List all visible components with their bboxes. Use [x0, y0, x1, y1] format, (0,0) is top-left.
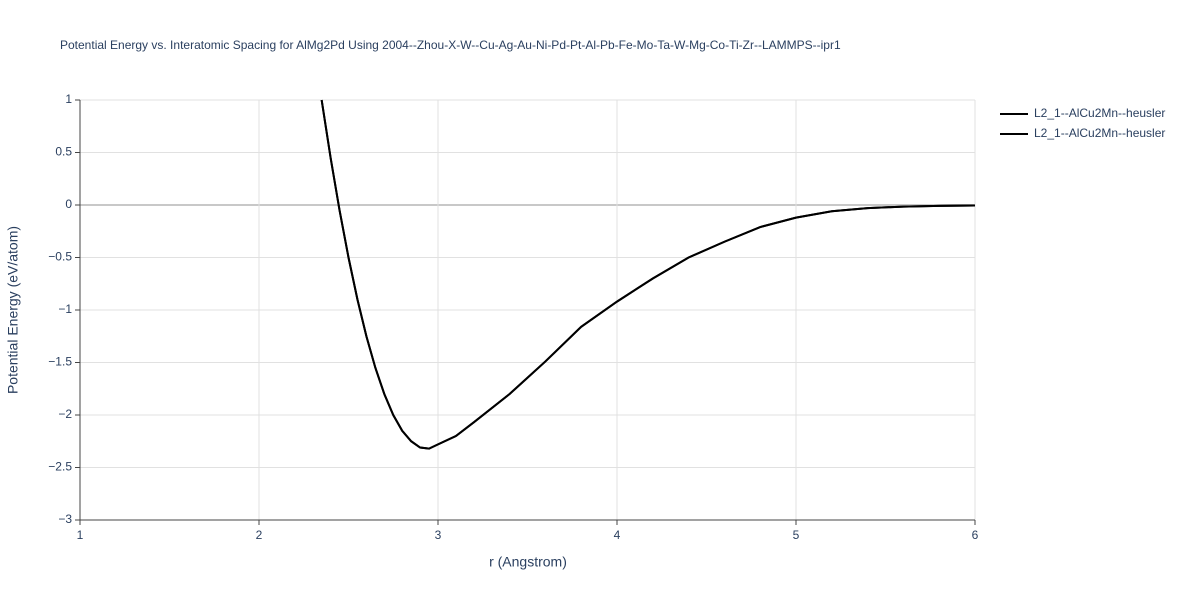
y-axis-label: Potential Energy (eV/atom) [5, 226, 21, 394]
legend-label: L2_1--AlCu2Mn--heusler [1034, 106, 1165, 120]
x-tick-label: 2 [256, 528, 263, 542]
x-axis-label: r (Angstrom) [489, 554, 567, 570]
y-tick-label: −1.5 [48, 355, 72, 369]
x-tick-label: 4 [614, 528, 621, 542]
y-tick-label: −0.5 [48, 250, 72, 264]
y-tick-label: −2.5 [48, 460, 72, 474]
y-tick-label: 0 [65, 197, 72, 211]
y-tick-label: −1 [58, 302, 72, 316]
y-tick-label: −3 [58, 512, 72, 526]
series-line [320, 99, 976, 450]
chart-title: Potential Energy vs. Interatomic Spacing… [60, 38, 841, 52]
y-tick-label: −2 [58, 407, 72, 421]
x-tick-label: 5 [793, 528, 800, 542]
y-tick-label: 1 [65, 92, 72, 106]
x-tick-label: 3 [435, 528, 442, 542]
x-tick-label: 1 [77, 528, 84, 542]
legend-label: L2_1--AlCu2Mn--heusler [1034, 126, 1165, 140]
y-tick-label: 0.5 [55, 145, 72, 159]
x-tick-label: 6 [972, 528, 979, 542]
